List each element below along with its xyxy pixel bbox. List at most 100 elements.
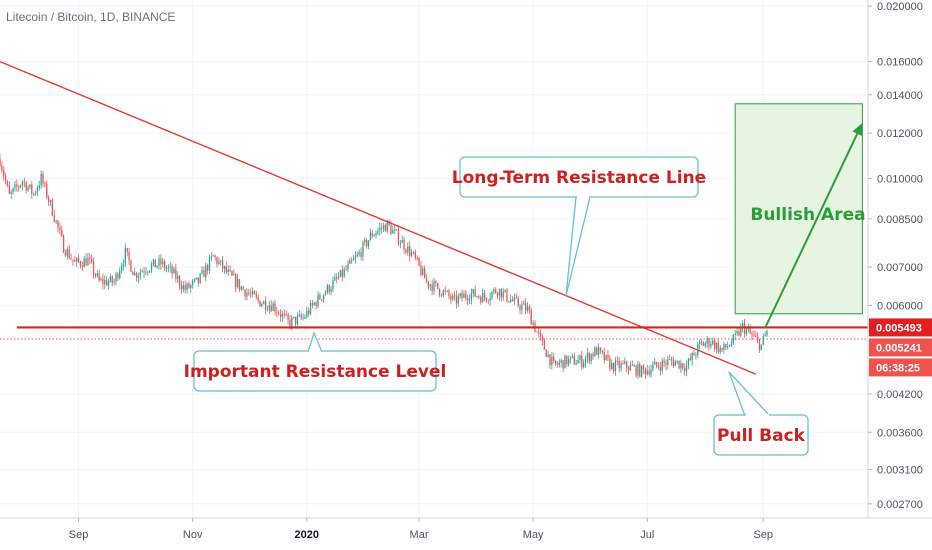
candle	[414, 249, 416, 261]
candle	[440, 293, 443, 298]
candle	[70, 253, 72, 261]
candle	[541, 334, 544, 346]
candle	[34, 190, 37, 196]
candle	[508, 300, 510, 303]
candle	[523, 300, 525, 305]
candle	[756, 332, 759, 344]
candle	[339, 269, 342, 278]
candle	[23, 177, 25, 188]
price-axis[interactable]: 0.020000 0.016000 0.014000 0.012000 0.010000…	[867, 0, 932, 518]
candle	[545, 349, 547, 358]
candle	[296, 312, 299, 329]
candle	[515, 293, 517, 299]
candle	[397, 224, 400, 247]
candle	[171, 263, 173, 279]
candle	[360, 247, 362, 261]
candle	[268, 300, 271, 314]
candle	[248, 288, 250, 296]
candle	[29, 184, 31, 190]
candle	[637, 360, 639, 379]
candle	[72, 259, 74, 266]
candle	[459, 292, 461, 300]
candle	[543, 338, 546, 350]
candle	[375, 230, 377, 239]
pull-back-callout[interactable]: Pull Back	[713, 371, 809, 456]
candle	[425, 273, 428, 284]
candle	[654, 357, 656, 365]
candle	[68, 244, 70, 260]
candle	[732, 333, 734, 345]
candle	[158, 254, 160, 270]
candle	[670, 356, 673, 366]
candle	[3, 166, 5, 181]
y-tick-label: 0.006000	[877, 300, 923, 312]
candle	[526, 302, 529, 313]
candle	[300, 312, 302, 320]
candle	[366, 238, 368, 249]
candle	[468, 294, 471, 304]
long-term-resistance-line[interactable]	[0, 60, 757, 375]
candle	[317, 291, 319, 309]
bullish-area-box[interactable]	[734, 103, 863, 315]
candle	[427, 280, 430, 290]
candle	[437, 282, 439, 290]
candle	[730, 339, 733, 348]
candle	[680, 359, 682, 374]
candle	[452, 293, 454, 302]
candle	[285, 310, 287, 317]
candle	[575, 359, 577, 365]
candle	[491, 291, 493, 301]
candle	[616, 356, 618, 366]
candle	[633, 363, 635, 367]
candle	[579, 354, 581, 364]
callout-pointer	[565, 196, 591, 297]
candle	[351, 257, 353, 264]
long-term-resistance-label: Long-Term Resistance Line	[452, 168, 706, 188]
candle	[100, 276, 102, 282]
candle	[611, 359, 613, 371]
candle	[324, 290, 327, 296]
candle	[46, 180, 48, 200]
candle	[560, 358, 562, 368]
candle	[205, 262, 207, 282]
candle	[642, 364, 645, 375]
candle	[646, 365, 648, 376]
candle	[328, 284, 330, 295]
time-axis[interactable]: Sep Nov 2020 Mar May Jul Sep	[0, 517, 932, 541]
candle	[435, 279, 437, 287]
candle	[597, 343, 600, 359]
candle	[206, 263, 209, 275]
candle	[163, 259, 166, 272]
candle	[384, 223, 387, 232]
candle	[111, 275, 113, 286]
candle	[274, 299, 276, 316]
candle	[631, 360, 633, 366]
candle	[620, 360, 622, 372]
candle	[691, 352, 693, 366]
candle	[450, 293, 452, 305]
candle	[10, 189, 12, 199]
candle	[678, 360, 680, 370]
y-tick-label: 0.014000	[877, 90, 923, 102]
candle	[571, 353, 574, 359]
candle	[470, 288, 473, 305]
important-resistance-callout[interactable]: Important Resistance Level	[184, 331, 447, 392]
candle	[483, 289, 486, 302]
candle	[156, 265, 158, 269]
chart-title: Litecoin / Bitcoin, 1D, BINANCE	[6, 10, 175, 24]
candle	[62, 234, 65, 254]
long-term-resistance-callout[interactable]: Long-Term Resistance Line	[452, 156, 706, 297]
candle	[418, 257, 420, 267]
candle	[463, 290, 465, 298]
candle	[373, 233, 375, 237]
candle	[657, 361, 660, 370]
candle	[244, 289, 246, 300]
bullish-arrow[interactable]	[764, 131, 860, 329]
candle	[682, 362, 684, 371]
candle	[438, 288, 441, 298]
candle	[403, 236, 405, 254]
annotations	[0, 60, 868, 375]
candle	[500, 288, 502, 302]
candle	[240, 285, 242, 292]
